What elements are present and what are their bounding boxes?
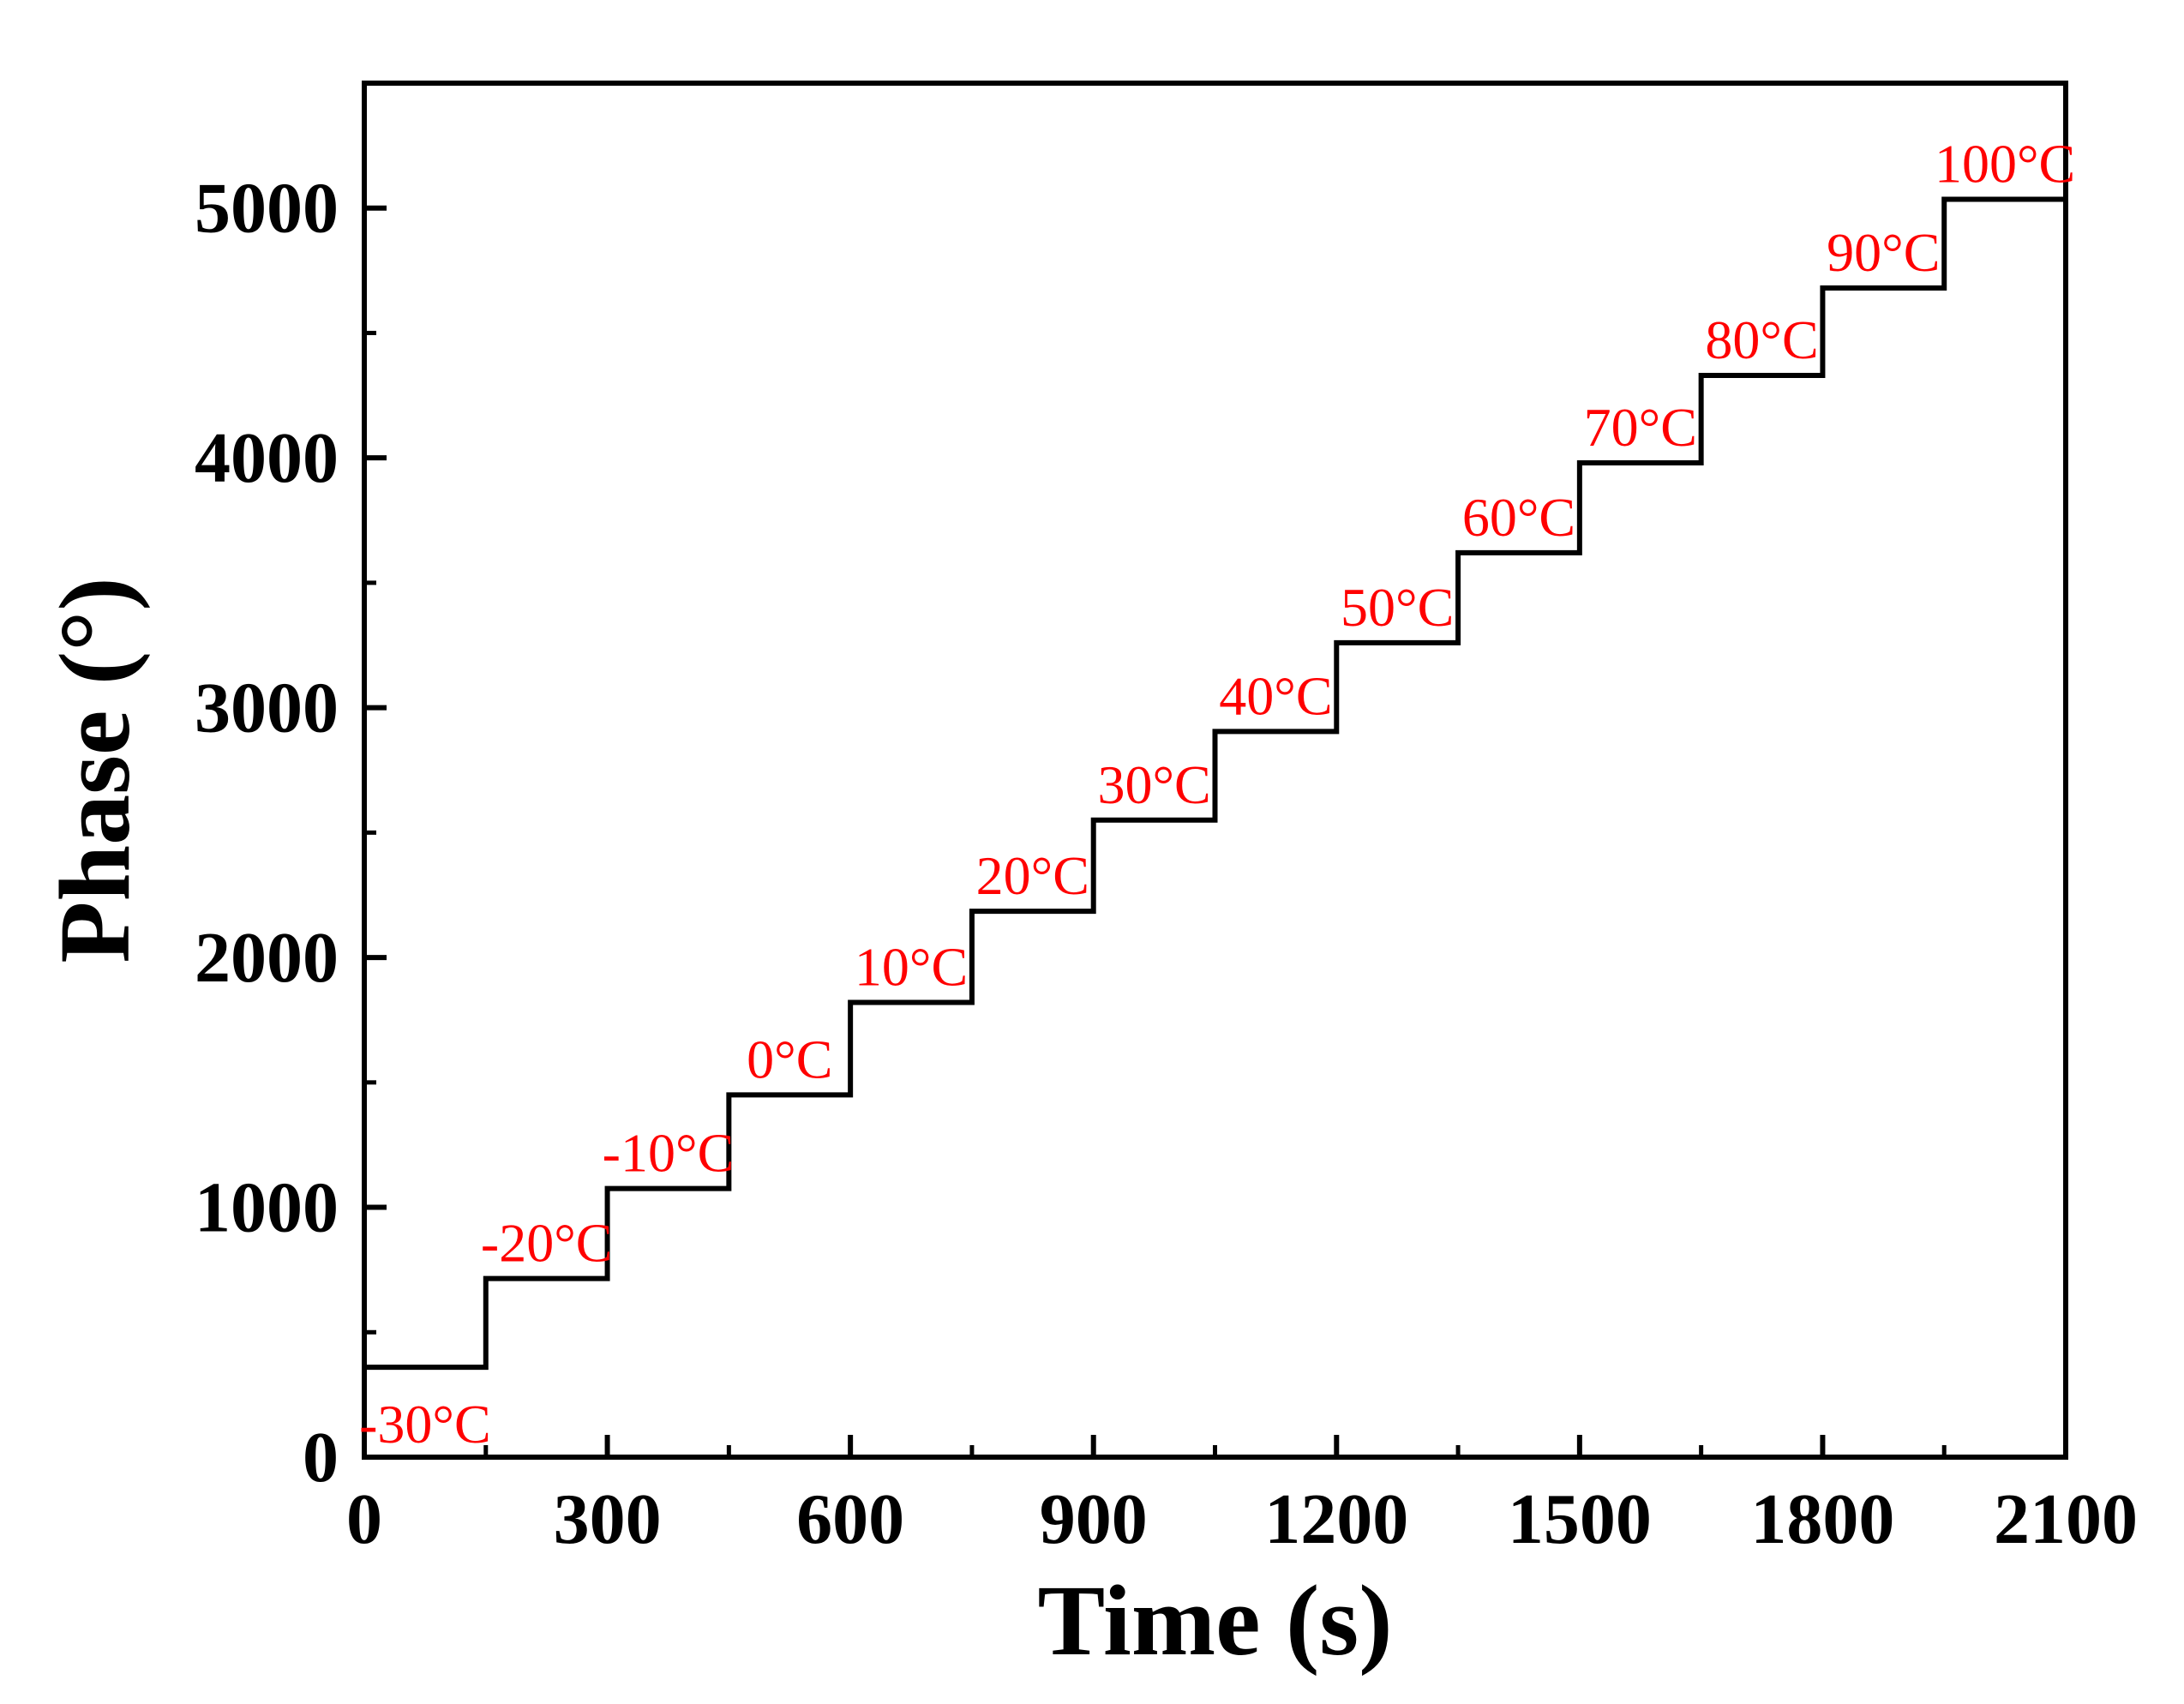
x-tick-label: 1800 <box>1750 1479 1894 1559</box>
temperature-label: 70°C <box>1584 397 1697 458</box>
temperature-label: 20°C <box>976 845 1089 906</box>
temperature-label: 100°C <box>1935 134 2075 195</box>
temperature-label: 0°C <box>747 1029 832 1089</box>
y-tick-label: 0 <box>303 1418 339 1497</box>
x-tick-label: 300 <box>554 1479 662 1559</box>
y-tick-label: 1000 <box>195 1168 339 1248</box>
x-tick-label: 2100 <box>1994 1479 2138 1559</box>
y-tick-label: 3000 <box>195 669 339 748</box>
temperature-label: 40°C <box>1219 665 1332 726</box>
x-tick-label: 900 <box>1040 1479 1148 1559</box>
x-tick-label: 1500 <box>1508 1479 1652 1559</box>
temperature-label: -10°C <box>603 1123 735 1184</box>
temperature-label: 30°C <box>1097 754 1210 815</box>
y-tick-label: 2000 <box>195 918 339 998</box>
y-tick-label: 5000 <box>195 169 339 249</box>
x-tick-label: 600 <box>796 1479 904 1559</box>
series-line <box>364 196 2066 1371</box>
temperature-label: 50°C <box>1341 577 1454 638</box>
temperature-label: -30°C <box>359 1394 491 1455</box>
y-axis-title: Phase (°) <box>39 577 151 963</box>
temperature-label: -20°C <box>481 1213 613 1274</box>
x-axis-title: Time (s) <box>1037 1564 1392 1677</box>
temperature-label: 80°C <box>1705 309 1818 370</box>
temperature-labels: -30°C -20°C -10°C0°C 10°C20°C30°C40°C50°C60… <box>359 134 2075 1455</box>
x-tick-label: 1200 <box>1264 1479 1408 1559</box>
temperature-label: 60°C <box>1462 487 1575 548</box>
y-tick-label: 4000 <box>195 418 339 498</box>
step-line <box>364 196 2066 1371</box>
temperature-label: 90°C <box>1827 222 1940 283</box>
x-tick-label: 0 <box>346 1479 382 1559</box>
temperature-label: 10°C <box>855 937 968 998</box>
axes: 0 300 600 900 1200 1500 1800 2100 0 1000 2000 3000 4… <box>195 81 2138 1559</box>
